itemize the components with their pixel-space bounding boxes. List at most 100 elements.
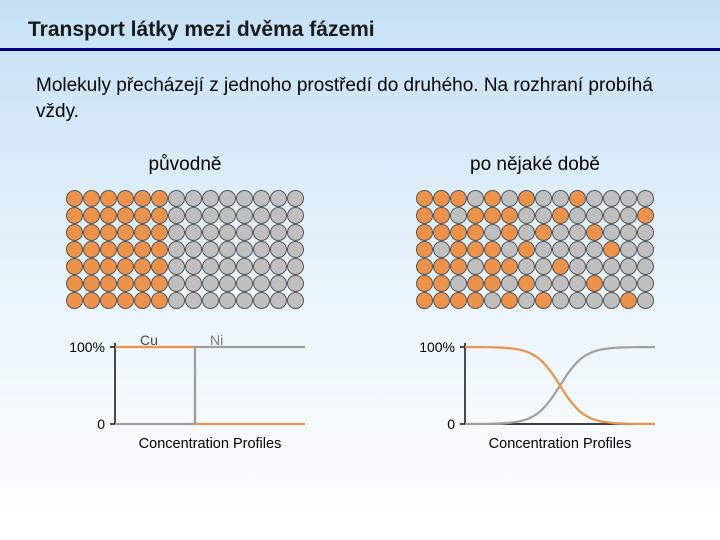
atom [433, 292, 450, 309]
atom [569, 292, 586, 309]
atom [83, 190, 100, 207]
atom [185, 207, 202, 224]
atom [450, 275, 467, 292]
atom [467, 241, 484, 258]
atom [219, 190, 236, 207]
atom-row [416, 224, 654, 241]
atom [603, 241, 620, 258]
atom [467, 292, 484, 309]
label-after: po nějaké době [470, 154, 600, 176]
atom [620, 224, 637, 241]
atom [637, 241, 654, 258]
atom [151, 190, 168, 207]
atom-row [416, 207, 654, 224]
atom [620, 207, 637, 224]
atom [117, 224, 134, 241]
atom [620, 241, 637, 258]
atom [552, 292, 569, 309]
atom [603, 275, 620, 292]
atom [66, 207, 83, 224]
atom [620, 258, 637, 275]
atom [287, 207, 304, 224]
atom [467, 224, 484, 241]
atom [100, 275, 117, 292]
atom [586, 241, 603, 258]
atom [467, 190, 484, 207]
atom [416, 190, 433, 207]
atom [535, 207, 552, 224]
atom [168, 224, 185, 241]
atom [433, 224, 450, 241]
slide-body-text: Molekuly přecházejí z jednoho prostředí … [0, 51, 720, 124]
atom [168, 190, 185, 207]
atom [450, 258, 467, 275]
atom [117, 207, 134, 224]
atom [151, 258, 168, 275]
atom [535, 241, 552, 258]
atom [151, 241, 168, 258]
atom [236, 258, 253, 275]
atom [185, 190, 202, 207]
atom [518, 190, 535, 207]
atom [219, 224, 236, 241]
atom-grid-before [66, 190, 304, 309]
atom [535, 258, 552, 275]
atom [518, 292, 535, 309]
atom [433, 207, 450, 224]
atom [66, 258, 83, 275]
atom [83, 224, 100, 241]
atom [450, 224, 467, 241]
atom [253, 292, 270, 309]
atom [66, 190, 83, 207]
atom [586, 224, 603, 241]
atom [117, 292, 134, 309]
svg-text:0: 0 [97, 416, 105, 432]
atom [287, 190, 304, 207]
atom [151, 207, 168, 224]
atom [433, 275, 450, 292]
atom [270, 292, 287, 309]
atom [253, 258, 270, 275]
atom-row [66, 241, 304, 258]
atom [484, 224, 501, 241]
atom [484, 241, 501, 258]
svg-text:Cu: Cu [140, 332, 158, 348]
atom-row [66, 207, 304, 224]
atom [185, 241, 202, 258]
atom [518, 241, 535, 258]
atom [637, 190, 654, 207]
atom [83, 275, 100, 292]
atom [253, 207, 270, 224]
atom [66, 275, 83, 292]
atom [416, 258, 433, 275]
atom [253, 275, 270, 292]
atom [236, 224, 253, 241]
atom [100, 207, 117, 224]
atom [117, 258, 134, 275]
atom [620, 292, 637, 309]
atom [637, 224, 654, 241]
atom [202, 292, 219, 309]
atom [552, 258, 569, 275]
atom [168, 275, 185, 292]
atom [501, 224, 518, 241]
atom [603, 224, 620, 241]
atom [535, 190, 552, 207]
atom [484, 292, 501, 309]
atom [219, 241, 236, 258]
profile-before: 100%0Concentration ProfilesCuNi [60, 329, 310, 459]
atom [219, 207, 236, 224]
atom [484, 190, 501, 207]
atom [501, 190, 518, 207]
atom-row [416, 292, 654, 309]
atom [552, 224, 569, 241]
atom [117, 241, 134, 258]
atom [552, 241, 569, 258]
atom [83, 292, 100, 309]
atom [151, 275, 168, 292]
atom [518, 258, 535, 275]
atom [134, 207, 151, 224]
atom [83, 207, 100, 224]
panel-container: původně 100%0Concentration ProfilesCuNi … [0, 124, 720, 459]
atom [236, 275, 253, 292]
